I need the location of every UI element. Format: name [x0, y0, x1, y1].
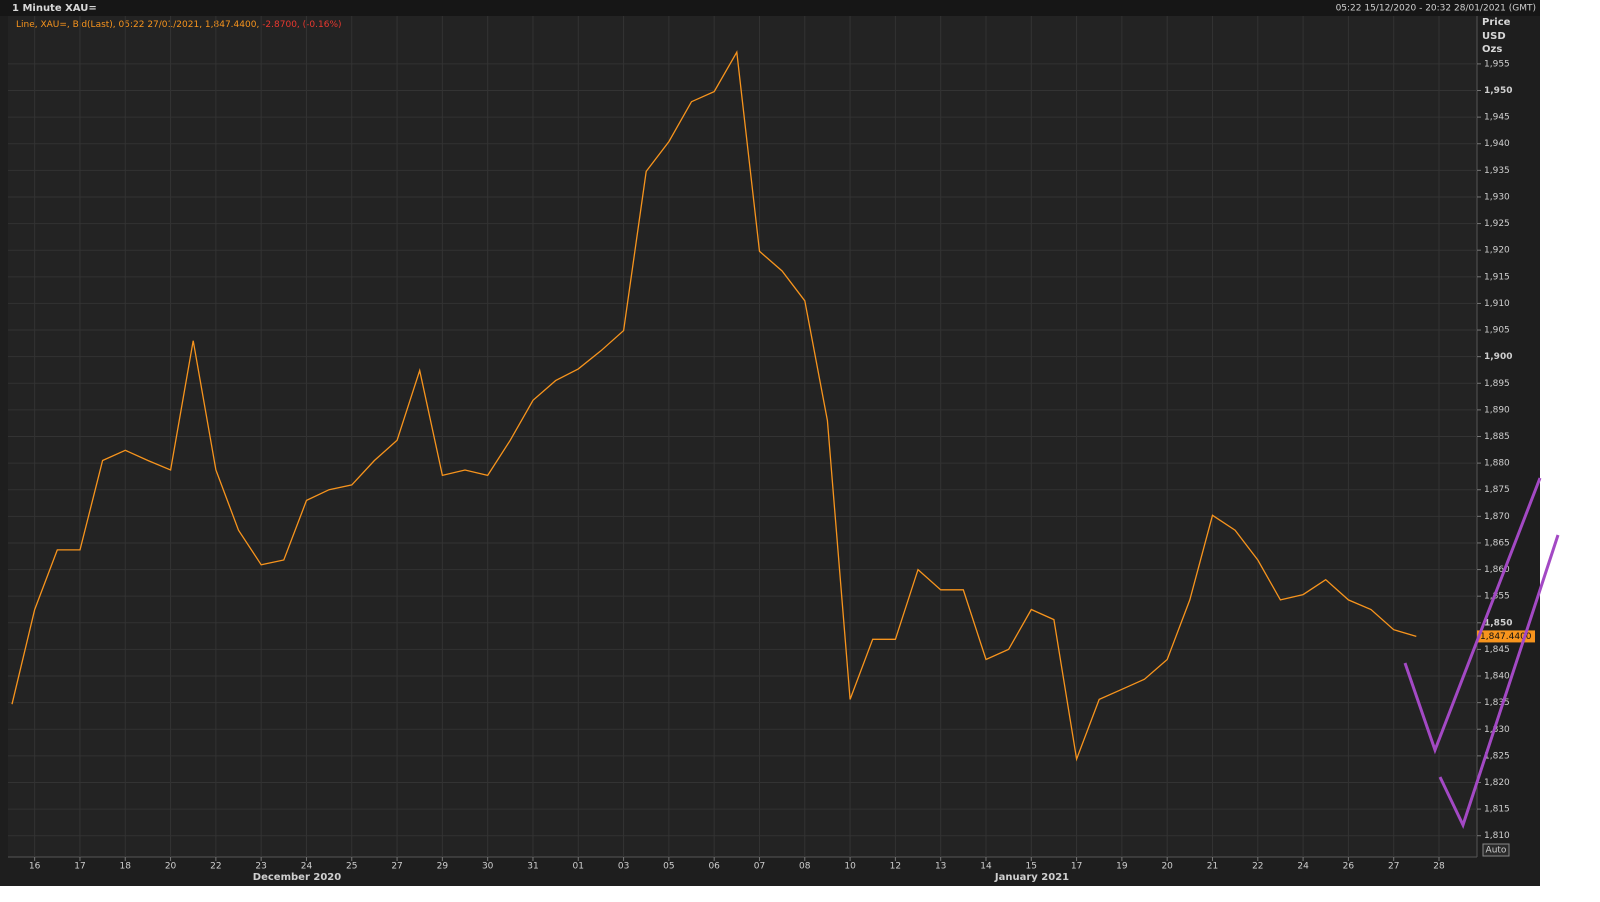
y-tick-label: 1,935: [1484, 166, 1510, 176]
chart-title: 1 Minute XAU=: [12, 3, 97, 14]
x-tick-label: 13: [935, 862, 946, 872]
y-tick-label: 1,880: [1484, 459, 1510, 469]
y-tick-label: 1,945: [1484, 113, 1510, 123]
x-tick-label: 03: [618, 862, 629, 872]
x-tick-label: 24: [1297, 862, 1309, 872]
x-tick-label: 16: [29, 862, 41, 872]
y-tick-label: 1,925: [1484, 219, 1510, 229]
legend-text: Line, XAU=, Bid(Last), 05:22 27/01/2021,…: [16, 20, 259, 30]
y-tick-label: 1,855: [1484, 592, 1510, 602]
y-tick-label: 1,895: [1484, 379, 1510, 389]
y-tick-label: 1,950: [1484, 86, 1512, 96]
y-tick-label: 1,820: [1484, 778, 1510, 788]
x-tick-label: 14: [980, 862, 992, 872]
x-tick-label: 19: [1116, 862, 1128, 872]
y-tick-label: 1,905: [1484, 326, 1510, 336]
x-tick-label: 01: [573, 862, 584, 872]
x-tick-label: 26: [1343, 862, 1355, 872]
y-tick-label: 1,815: [1484, 805, 1510, 815]
y-tick-label: 1,865: [1484, 538, 1510, 548]
month-label: December 2020: [253, 872, 341, 883]
y-tick-label: 1,860: [1484, 565, 1510, 575]
x-tick-label: 29: [437, 862, 449, 872]
legend-change: -2.8700, (-0.16%): [262, 20, 341, 30]
x-tick-label: 27: [1388, 862, 1399, 872]
annotation-stroke: [1403, 477, 1542, 755]
y-tick-label: 1,910: [1484, 299, 1510, 309]
x-tick-label: 24: [301, 862, 313, 872]
x-tick-label: 21: [1207, 862, 1218, 872]
auto-button[interactable]: [1482, 843, 1510, 857]
last-price-label: 1,847.4400: [1480, 632, 1532, 642]
x-tick-label: 22: [1252, 862, 1263, 872]
x-tick-label: 20: [1161, 862, 1173, 872]
axis-unit: USD: [1482, 31, 1506, 42]
x-tick-label: 12: [890, 862, 901, 872]
marks: 1,810 1,815 1,820 1,825 1,830 1,835 1,840 1,845…: [8, 16, 1535, 872]
y-tick-label: 1,810: [1484, 831, 1510, 841]
price-line: [11, 50, 1417, 762]
y-tick-label: 1,845: [1484, 645, 1510, 655]
y-tick-label: 1,825: [1484, 751, 1510, 761]
y-tick-label: 1,900: [1484, 352, 1512, 362]
y-tick-label: 1,915: [1484, 272, 1510, 282]
x-tick-label: 27: [391, 862, 402, 872]
legend: Line, XAU=, Bid(Last), 05:22 27/01/2021,…: [16, 20, 342, 30]
x-tick-label: 17: [1071, 862, 1082, 872]
y-tick-label: 1,940: [1484, 139, 1510, 149]
x-tick-label: 15: [1026, 862, 1037, 872]
x-tick-label: 30: [482, 862, 494, 872]
axis-unit: Price: [1482, 17, 1511, 28]
x-tick-label: 23: [255, 862, 266, 872]
month-label: January 2021: [994, 872, 1069, 883]
x-tick-label: 17: [74, 862, 85, 872]
x-tick-label: 05: [663, 862, 674, 872]
y-tick-label: 1,870: [1484, 512, 1510, 522]
x-tick-label: 20: [165, 862, 177, 872]
y-tick-label: 1,875: [1484, 485, 1510, 495]
y-tick-label: 1,835: [1484, 698, 1510, 708]
y-tick-label: 1,830: [1484, 725, 1510, 735]
x-tick-label: 31: [527, 862, 538, 872]
annotation-stroke: [1438, 534, 1560, 830]
y-tick-label: 1,850: [1484, 618, 1512, 628]
x-tick-label: 18: [120, 862, 132, 872]
axis-unit: Ozs: [1482, 44, 1502, 55]
x-tick-label: 22: [210, 862, 221, 872]
x-tick-label: 08: [799, 862, 811, 872]
x-tick-label: 28: [1433, 862, 1445, 872]
y-tick-label: 1,930: [1484, 192, 1510, 202]
x-tick-label: 10: [844, 862, 856, 872]
y-tick-label: 1,840: [1484, 672, 1510, 682]
auto-button-label[interactable]: Auto: [1486, 846, 1507, 856]
x-tick-label: 06: [708, 862, 720, 872]
y-tick-label: 1,955: [1484, 59, 1510, 69]
last-price-box: [1477, 630, 1535, 643]
title-bar: [0, 0, 1540, 16]
time-range: 05:22 15/12/2020 - 20:32 28/01/2021 (GMT…: [1336, 4, 1536, 14]
y-tick-label: 1,920: [1484, 246, 1510, 256]
x-tick-label: 25: [346, 862, 357, 872]
y-tick-label: 1,890: [1484, 405, 1510, 415]
x-tick-label: 07: [754, 862, 765, 872]
y-tick-label: 1,885: [1484, 432, 1510, 442]
